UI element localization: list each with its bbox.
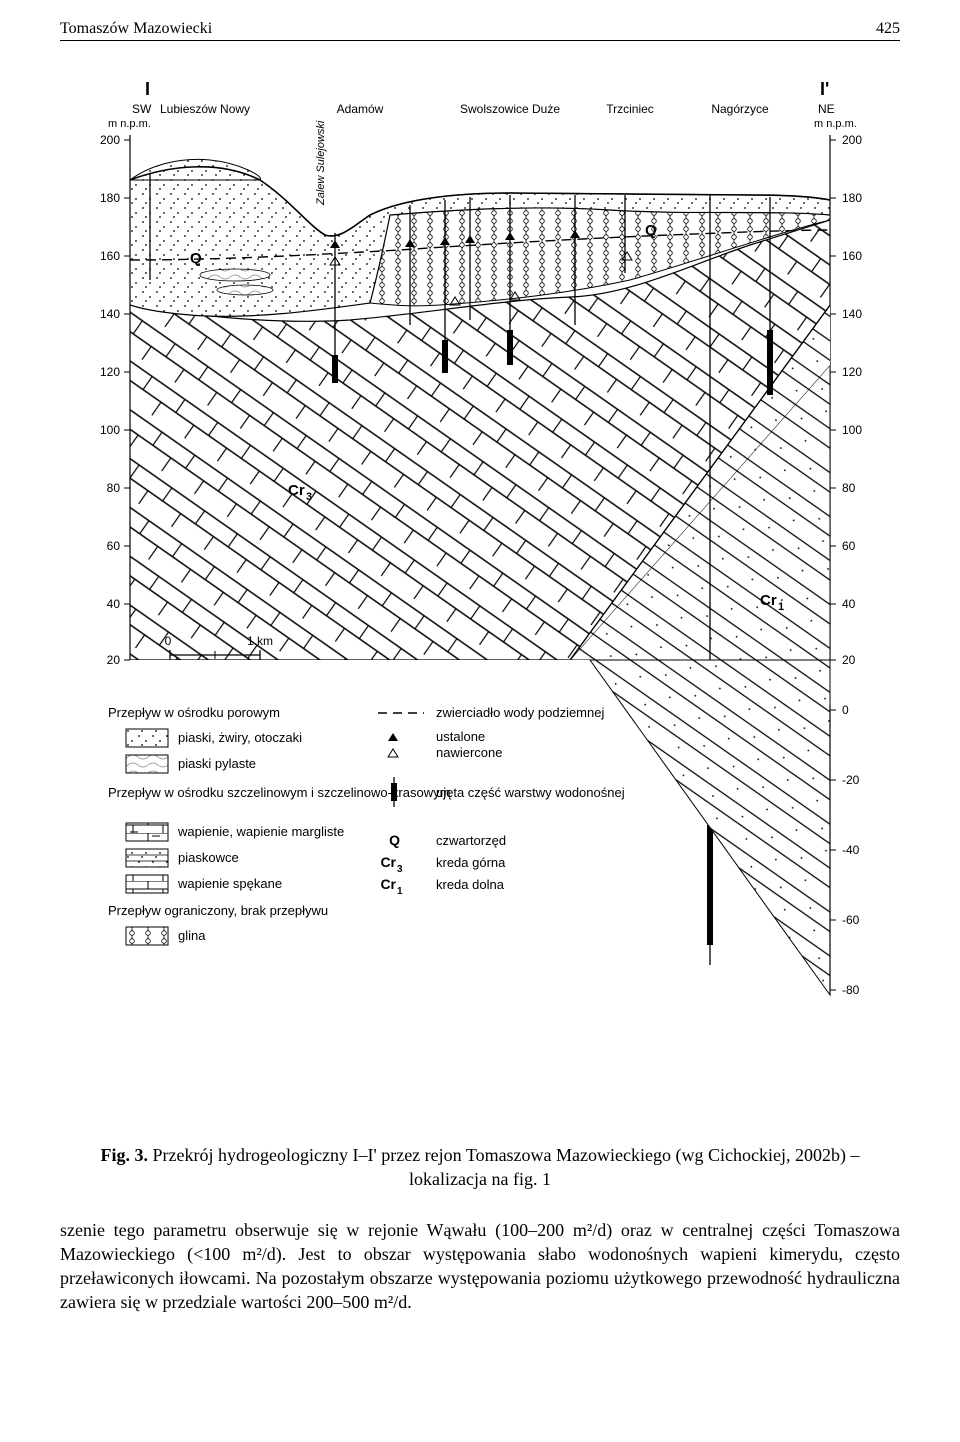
legend-sym-Q: czwartorzęd — [436, 833, 506, 848]
axis-unit-left: m n.p.m. — [108, 118, 151, 130]
svg-text:-80: -80 — [842, 983, 860, 997]
legend-r2b: nawiercone — [436, 745, 503, 760]
caption-prefix: Fig. 3. — [101, 1145, 153, 1165]
ne-label: NE — [818, 102, 835, 116]
legend-r3: ujęta część warstwy wodonośnej — [436, 785, 625, 800]
body-paragraph: szenie tego parametru obserwuje się w re… — [60, 1218, 900, 1315]
svg-text:200: 200 — [100, 133, 120, 147]
svg-text:Cr: Cr — [760, 592, 777, 609]
legend-sym-Cr3: kreda górna — [436, 855, 506, 870]
figure-caption: Fig. 3. Przekrój hydrogeologiczny I–I' p… — [60, 1143, 900, 1192]
svg-text:100: 100 — [100, 423, 120, 437]
figure-wrap: I I' SW NE Lubieszów Nowy Adamów Swolszo… — [60, 65, 900, 1125]
legend-g3-title: Przepływ ograniczony, brak przepływu — [108, 903, 328, 918]
loc-1: Adamów — [337, 102, 384, 116]
svg-text:120: 120 — [842, 365, 862, 379]
legend-g1-title: Przepływ w ośrodku porowym — [108, 705, 280, 720]
legend-g3a: glina — [178, 928, 206, 943]
svg-text:1: 1 — [397, 886, 403, 897]
svg-text:Cr: Cr — [288, 482, 305, 499]
svg-text:Q: Q — [389, 832, 400, 848]
deep-borehole — [590, 660, 830, 995]
legend-g2b: piaskowce — [178, 850, 239, 865]
legend-r1: zwierciadło wody podziemnej — [436, 705, 604, 720]
svg-text:1 km: 1 km — [247, 634, 273, 648]
axis-unit-right: m n.p.m. — [814, 118, 857, 130]
svg-text:140: 140 — [842, 307, 862, 321]
svg-text:Cr: Cr — [380, 876, 396, 892]
svg-text:40: 40 — [107, 597, 121, 611]
svg-text:60: 60 — [107, 539, 121, 553]
caption-text: Przekrój hydrogeologiczny I–I' przez rej… — [153, 1145, 860, 1189]
legend-sym-Cr1: kreda dolna — [436, 877, 505, 892]
loc-2: Swolszowice Duże — [460, 102, 560, 116]
unit-Q-left: Q — [190, 250, 202, 267]
legend-g1a: piaski, żwiry, otoczaki — [178, 730, 302, 745]
svg-text:200: 200 — [842, 133, 862, 147]
loc-3: Trzciniec — [606, 102, 654, 116]
legend-g1b: piaski pylaste — [178, 756, 256, 771]
section-label-left: I — [145, 79, 150, 99]
left-axis: 200 180 160 140 120 100 80 60 40 20 — [100, 133, 130, 667]
legend-r2a: ustalone — [436, 729, 485, 744]
svg-text:160: 160 — [100, 249, 120, 263]
running-head: Tomaszów Mazowiecki 425 — [60, 20, 900, 41]
svg-text:1: 1 — [778, 601, 784, 613]
svg-text:0: 0 — [842, 703, 849, 717]
svg-text:120: 120 — [100, 365, 120, 379]
svg-text:180: 180 — [100, 191, 120, 205]
svg-text:-60: -60 — [842, 913, 860, 927]
page-number: 425 — [876, 20, 900, 38]
svg-text:140: 140 — [100, 307, 120, 321]
svg-text:100: 100 — [842, 423, 862, 437]
legend-g2a: wapienie, wapienie margliste — [177, 824, 344, 839]
legend: Przepływ w ośrodku porowym piaski, żwiry… — [108, 705, 625, 945]
svg-text:20: 20 — [842, 653, 856, 667]
svg-text:160: 160 — [842, 249, 862, 263]
svg-text:180: 180 — [842, 191, 862, 205]
svg-text:0: 0 — [165, 634, 172, 648]
geology-body — [130, 159, 830, 660]
svg-text:-40: -40 — [842, 843, 860, 857]
svg-text:3: 3 — [306, 491, 312, 503]
running-title: Tomaszów Mazowiecki — [60, 20, 212, 38]
loc-0: Lubieszów Nowy — [160, 102, 250, 116]
svg-text:60: 60 — [842, 539, 856, 553]
svg-text:-20: -20 — [842, 773, 860, 787]
legend-g2c: wapienie spękane — [177, 876, 282, 891]
sw-label: SW — [132, 102, 152, 116]
svg-text:20: 20 — [107, 653, 121, 667]
reservoir-label: Zalew Sulejowski — [315, 120, 327, 206]
page: Tomaszów Mazowiecki 425 — [0, 0, 960, 1373]
legend-g2-title: Przepływ w ośrodku szczelinowym i szczel… — [108, 785, 450, 800]
section-label-right: I' — [820, 79, 829, 99]
right-axis-lower: 0 -20 -40 -60 -80 — [830, 703, 860, 997]
svg-text:Cr: Cr — [380, 854, 396, 870]
svg-text:80: 80 — [107, 481, 121, 495]
right-axis-upper: 200 180 160 140 120 100 80 60 40 20 — [830, 133, 862, 667]
svg-text:80: 80 — [842, 481, 856, 495]
unit-Q-right: Q — [645, 222, 657, 239]
svg-text:3: 3 — [397, 864, 403, 875]
cross-section-figure: I I' SW NE Lubieszów Nowy Adamów Swolszo… — [70, 65, 890, 1125]
svg-text:40: 40 — [842, 597, 856, 611]
loc-4: Nagórzyce — [711, 102, 769, 116]
